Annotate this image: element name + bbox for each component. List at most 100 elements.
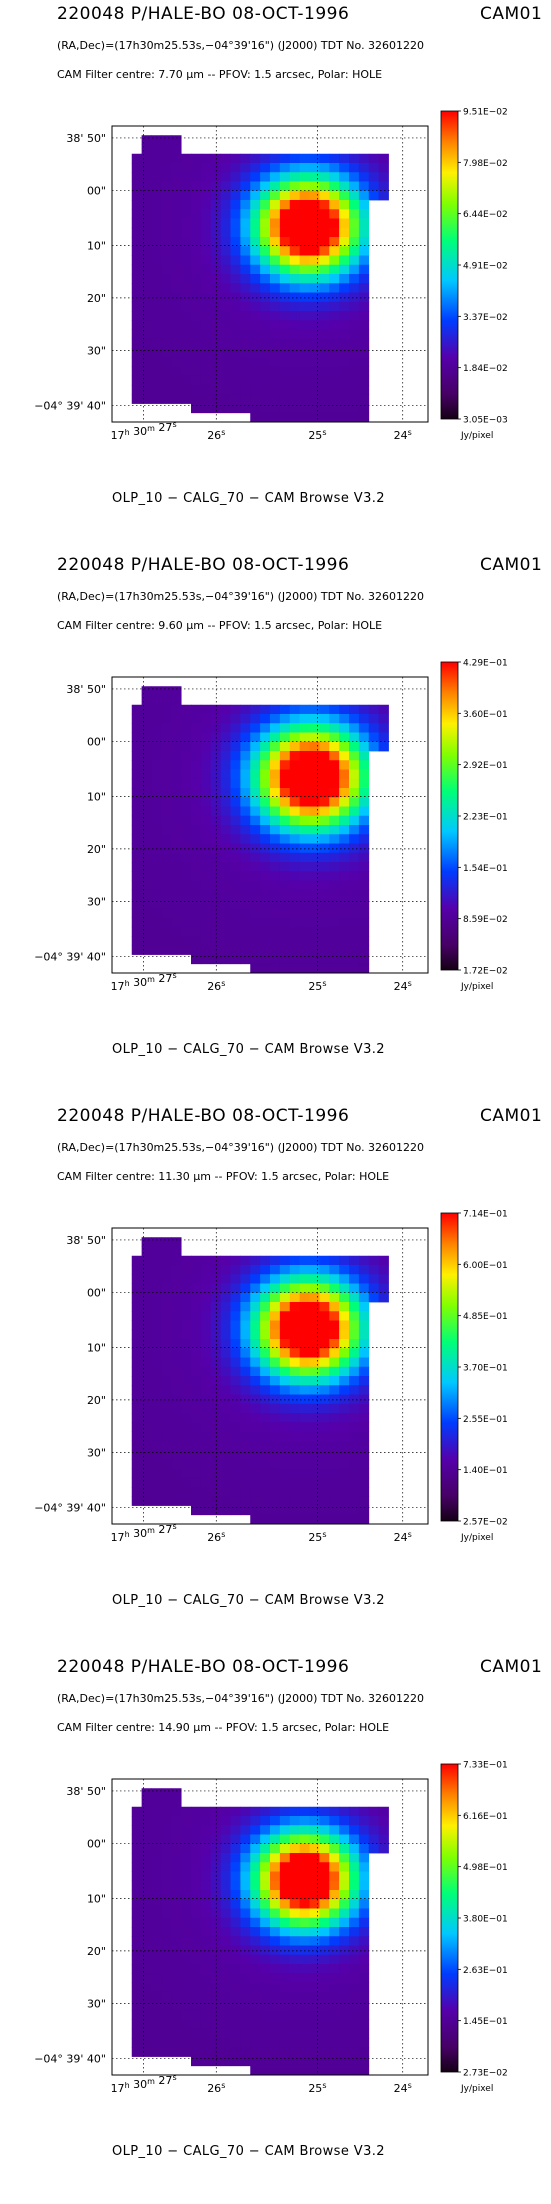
heatmap-cell: [270, 1927, 281, 1937]
y-tick-label: 10": [87, 1892, 106, 1905]
heatmap-cell: [299, 788, 310, 798]
heatmap-cell: [191, 274, 202, 284]
heatmap-cell: [171, 2001, 182, 2011]
heatmap-cell: [329, 797, 340, 807]
heatmap-cell: [171, 1320, 182, 1331]
heatmap-cell: [309, 190, 320, 201]
heatmap-cell: [339, 264, 350, 275]
heatmap-cell: [260, 760, 271, 770]
heatmap-cell: [309, 403, 320, 414]
heatmap-cell: [329, 348, 340, 358]
heatmap-cell: [240, 825, 251, 835]
heatmap-cell: [329, 1339, 340, 1349]
heatmap-cell: [171, 1431, 182, 1442]
heatmap-cell: [260, 908, 271, 918]
heatmap-cell: [151, 1440, 162, 1451]
heatmap-cell: [141, 1246, 152, 1257]
heatmap-cell: [151, 852, 162, 863]
heatmap-cell: [309, 1927, 320, 1937]
heatmap-cell: [289, 788, 301, 798]
heatmap-cell: [250, 1843, 261, 1854]
heatmap-cell: [181, 1255, 192, 1266]
heatmap-cell: [141, 246, 152, 256]
heatmap-cell: [151, 778, 162, 789]
heatmap-cell: [151, 394, 162, 404]
heatmap-cell: [270, 357, 281, 367]
heatmap-cell: [131, 1329, 143, 1340]
heatmap-cell: [141, 714, 152, 724]
heatmap-cell: [279, 1973, 291, 1983]
heatmap-cell: [171, 1394, 182, 1405]
heatmap-cell: [161, 1366, 172, 1377]
heatmap-cell: [319, 412, 330, 423]
heatmap-cell: [220, 237, 231, 247]
heatmap-cell: [319, 797, 330, 807]
heatmap-cell: [358, 769, 370, 780]
heatmap-cell: [299, 1899, 310, 1909]
heatmap-cell: [309, 714, 320, 724]
heatmap-cell: [161, 704, 172, 715]
heatmap-cell: [141, 1834, 152, 1845]
heatmap-cell: [250, 264, 261, 275]
heatmap-cell: [339, 1274, 350, 1284]
heatmap-cell: [220, 1871, 231, 1882]
heatmap-cell: [200, 954, 212, 965]
heatmap-cell: [210, 723, 222, 733]
heatmap-cell: [181, 1936, 192, 1946]
y-tick-label: 20": [87, 1945, 106, 1958]
heatmap-cell: [349, 1843, 360, 1854]
heatmap-cell: [339, 1991, 350, 2002]
heatmap-cell: [131, 1339, 143, 1349]
heatmap-cell: [260, 852, 271, 863]
colorbar-tick-label: 7.33E−01: [463, 1761, 508, 1771]
heatmap-cell: [200, 732, 212, 743]
heatmap-cell: [181, 1816, 192, 1826]
heatmap-cell: [279, 908, 291, 918]
heatmap-cell: [319, 190, 330, 201]
heatmap-cell: [250, 181, 261, 192]
heatmap-cell: [329, 1843, 340, 1854]
heatmap-cell: [299, 1917, 310, 1928]
heatmap-cell: [270, 1964, 281, 1974]
heatmap-cell: [358, 394, 370, 404]
heatmap-cell: [191, 394, 202, 404]
heatmap-cell: [200, 871, 212, 881]
heatmap-cell: [220, 292, 231, 303]
heatmap-cell: [230, 283, 241, 293]
heatmap-cell: [279, 218, 291, 229]
heatmap-cell: [240, 1862, 251, 1872]
heatmap-cell: [131, 880, 143, 891]
heatmap-cell: [220, 908, 231, 918]
heatmap-cell: [220, 301, 231, 312]
heatmap-cell: [339, 1459, 350, 1469]
heatmap-cell: [368, 1292, 380, 1303]
heatmap-cell: [358, 320, 370, 330]
heatmap-cell: [141, 1917, 152, 1928]
heatmap-cell: [250, 1853, 261, 1863]
heatmap-cell: [230, 871, 241, 881]
heatmap-cell: [220, 246, 231, 256]
heatmap-cell: [339, 301, 350, 312]
heatmap-cell: [260, 1936, 271, 1946]
heatmap-cell: [329, 1806, 340, 1817]
heatmap-cell: [181, 348, 192, 358]
heatmap-cell: [181, 375, 192, 386]
heatmap-cell: [141, 1982, 152, 1993]
heatmap-cell: [309, 1806, 320, 1817]
heatmap-cell: [151, 1496, 162, 1506]
heatmap-cell: [230, 917, 241, 928]
heatmap-cell: [319, 862, 330, 872]
heatmap-cell: [339, 385, 350, 395]
heatmap-cell: [131, 1973, 143, 1983]
heatmap-cell: [141, 1816, 152, 1826]
heatmap-cell: [210, 1450, 222, 1460]
heatmap-cell: [240, 926, 251, 937]
heatmap-cell: [181, 889, 192, 900]
heatmap-cell: [329, 1376, 340, 1386]
heatmap-cell: [319, 1302, 330, 1312]
heatmap-cell: [349, 311, 360, 321]
heatmap-cell: [151, 1899, 162, 1909]
heatmap-cell: [279, 274, 291, 284]
heatmap-cell: [181, 394, 192, 404]
heatmap-cell: [289, 936, 301, 946]
